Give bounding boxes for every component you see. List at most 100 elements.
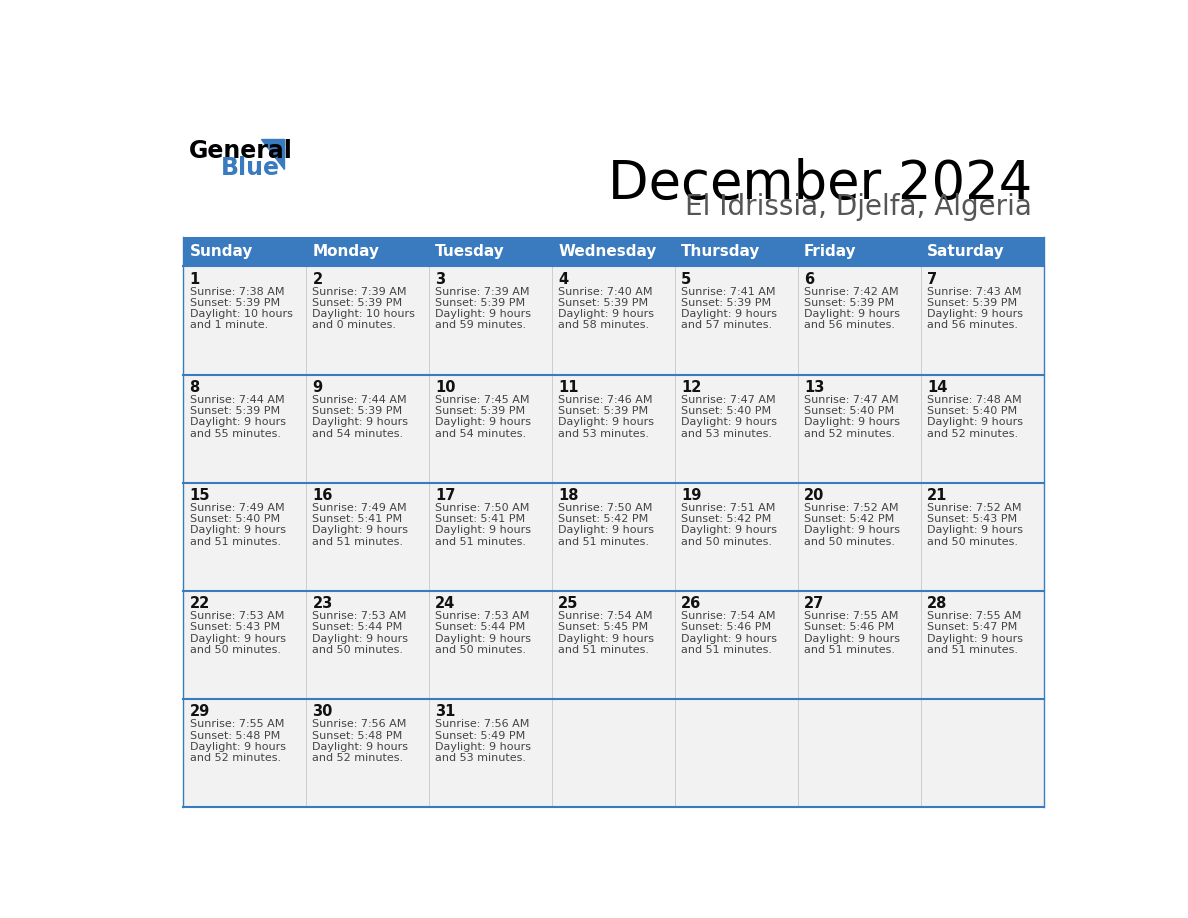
Text: Sunset: 5:39 PM: Sunset: 5:39 PM [558, 298, 649, 308]
Text: Sunset: 5:39 PM: Sunset: 5:39 PM [190, 298, 279, 308]
Text: Sunrise: 7:52 AM: Sunrise: 7:52 AM [804, 503, 898, 513]
Text: Daylight: 9 hours: Daylight: 9 hours [190, 418, 285, 428]
Text: 14: 14 [927, 380, 947, 395]
Bar [183, 699, 307, 807]
Text: Sunrise: 7:44 AM: Sunrise: 7:44 AM [312, 395, 407, 405]
Text: Daylight: 10 hours: Daylight: 10 hours [312, 309, 416, 319]
Text: Sunrise: 7:40 AM: Sunrise: 7:40 AM [558, 287, 652, 297]
Text: Sunrise: 7:38 AM: Sunrise: 7:38 AM [190, 287, 284, 297]
Bar [552, 266, 675, 375]
Text: Sunset: 5:39 PM: Sunset: 5:39 PM [558, 406, 649, 416]
Text: Daylight: 9 hours: Daylight: 9 hours [804, 309, 901, 319]
Text: Sunset: 5:48 PM: Sunset: 5:48 PM [312, 731, 403, 741]
Text: and 51 minutes.: and 51 minutes. [927, 644, 1018, 655]
Text: Sunset: 5:39 PM: Sunset: 5:39 PM [804, 298, 895, 308]
Bar [921, 591, 1043, 699]
Bar [429, 483, 552, 591]
Text: and 52 minutes.: and 52 minutes. [312, 753, 404, 763]
Text: Sunrise: 7:39 AM: Sunrise: 7:39 AM [435, 287, 530, 297]
Text: and 0 minutes.: and 0 minutes. [312, 320, 397, 330]
Text: Sunset: 5:40 PM: Sunset: 5:40 PM [927, 406, 1017, 416]
Bar [429, 237, 552, 266]
Text: Sunset: 5:39 PM: Sunset: 5:39 PM [681, 298, 771, 308]
Text: Sunrise: 7:44 AM: Sunrise: 7:44 AM [190, 395, 284, 405]
Text: Sunset: 5:44 PM: Sunset: 5:44 PM [435, 622, 525, 633]
Text: Daylight: 9 hours: Daylight: 9 hours [435, 633, 531, 644]
Bar [307, 483, 429, 591]
Bar [307, 699, 429, 807]
Text: and 50 minutes.: and 50 minutes. [804, 537, 895, 546]
Bar [675, 375, 798, 483]
Text: Daylight: 9 hours: Daylight: 9 hours [927, 309, 1023, 319]
Text: Daylight: 9 hours: Daylight: 9 hours [558, 525, 655, 535]
Text: Sunset: 5:40 PM: Sunset: 5:40 PM [190, 514, 279, 524]
Text: Daylight: 9 hours: Daylight: 9 hours [681, 633, 777, 644]
Text: Daylight: 9 hours: Daylight: 9 hours [927, 418, 1023, 428]
Bar [183, 237, 307, 266]
Text: Sunrise: 7:43 AM: Sunrise: 7:43 AM [927, 287, 1022, 297]
Text: and 52 minutes.: and 52 minutes. [190, 753, 280, 763]
Bar [552, 237, 675, 266]
Text: 25: 25 [558, 596, 579, 611]
Text: Sunrise: 7:56 AM: Sunrise: 7:56 AM [435, 720, 530, 730]
Text: Sunset: 5:48 PM: Sunset: 5:48 PM [190, 731, 279, 741]
Text: Sunset: 5:40 PM: Sunset: 5:40 PM [681, 406, 771, 416]
Bar [429, 266, 552, 375]
Text: Sunrise: 7:55 AM: Sunrise: 7:55 AM [190, 720, 284, 730]
Bar [183, 591, 307, 699]
Text: Sunday: Sunday [190, 244, 253, 260]
Text: Sunset: 5:41 PM: Sunset: 5:41 PM [312, 514, 403, 524]
Text: Sunset: 5:39 PM: Sunset: 5:39 PM [312, 298, 403, 308]
Text: and 50 minutes.: and 50 minutes. [681, 537, 772, 546]
Text: Sunset: 5:42 PM: Sunset: 5:42 PM [558, 514, 649, 524]
Text: and 50 minutes.: and 50 minutes. [312, 644, 404, 655]
Text: Daylight: 9 hours: Daylight: 9 hours [190, 525, 285, 535]
Bar [921, 375, 1043, 483]
Text: 6: 6 [804, 272, 814, 286]
Bar [798, 266, 921, 375]
Text: Daylight: 9 hours: Daylight: 9 hours [681, 525, 777, 535]
Text: Daylight: 9 hours: Daylight: 9 hours [312, 418, 409, 428]
Text: 26: 26 [681, 596, 701, 611]
Text: and 53 minutes.: and 53 minutes. [558, 429, 649, 439]
Bar [675, 699, 798, 807]
Text: 13: 13 [804, 380, 824, 395]
Text: and 56 minutes.: and 56 minutes. [804, 320, 895, 330]
Bar [921, 266, 1043, 375]
Text: December 2024: December 2024 [608, 158, 1032, 210]
Text: Sunrise: 7:54 AM: Sunrise: 7:54 AM [558, 611, 652, 621]
Bar [429, 699, 552, 807]
Text: and 50 minutes.: and 50 minutes. [927, 537, 1018, 546]
Text: 8: 8 [190, 380, 200, 395]
Text: Wednesday: Wednesday [558, 244, 657, 260]
Text: Monday: Monday [312, 244, 379, 260]
Text: 9: 9 [312, 380, 322, 395]
Text: 21: 21 [927, 488, 947, 503]
Text: Daylight: 9 hours: Daylight: 9 hours [558, 633, 655, 644]
Bar [552, 483, 675, 591]
Text: 28: 28 [927, 596, 947, 611]
Text: Daylight: 9 hours: Daylight: 9 hours [190, 633, 285, 644]
Text: 5: 5 [681, 272, 691, 286]
Text: 17: 17 [435, 488, 456, 503]
Text: Sunset: 5:39 PM: Sunset: 5:39 PM [435, 406, 525, 416]
Text: Daylight: 9 hours: Daylight: 9 hours [558, 418, 655, 428]
Text: Sunset: 5:43 PM: Sunset: 5:43 PM [927, 514, 1017, 524]
Text: Daylight: 9 hours: Daylight: 9 hours [435, 525, 531, 535]
Text: 4: 4 [558, 272, 568, 286]
Bar [552, 699, 675, 807]
Text: 31: 31 [435, 704, 456, 720]
Text: Sunrise: 7:42 AM: Sunrise: 7:42 AM [804, 287, 898, 297]
Text: Daylight: 9 hours: Daylight: 9 hours [435, 309, 531, 319]
Text: 22: 22 [190, 596, 210, 611]
Bar [675, 237, 798, 266]
Text: Sunrise: 7:53 AM: Sunrise: 7:53 AM [190, 611, 284, 621]
Text: Thursday: Thursday [681, 244, 760, 260]
Text: Sunset: 5:39 PM: Sunset: 5:39 PM [927, 298, 1017, 308]
Text: 23: 23 [312, 596, 333, 611]
Text: Daylight: 9 hours: Daylight: 9 hours [927, 525, 1023, 535]
Text: and 51 minutes.: and 51 minutes. [558, 537, 649, 546]
Text: Sunset: 5:39 PM: Sunset: 5:39 PM [312, 406, 403, 416]
Text: 11: 11 [558, 380, 579, 395]
Bar [429, 591, 552, 699]
